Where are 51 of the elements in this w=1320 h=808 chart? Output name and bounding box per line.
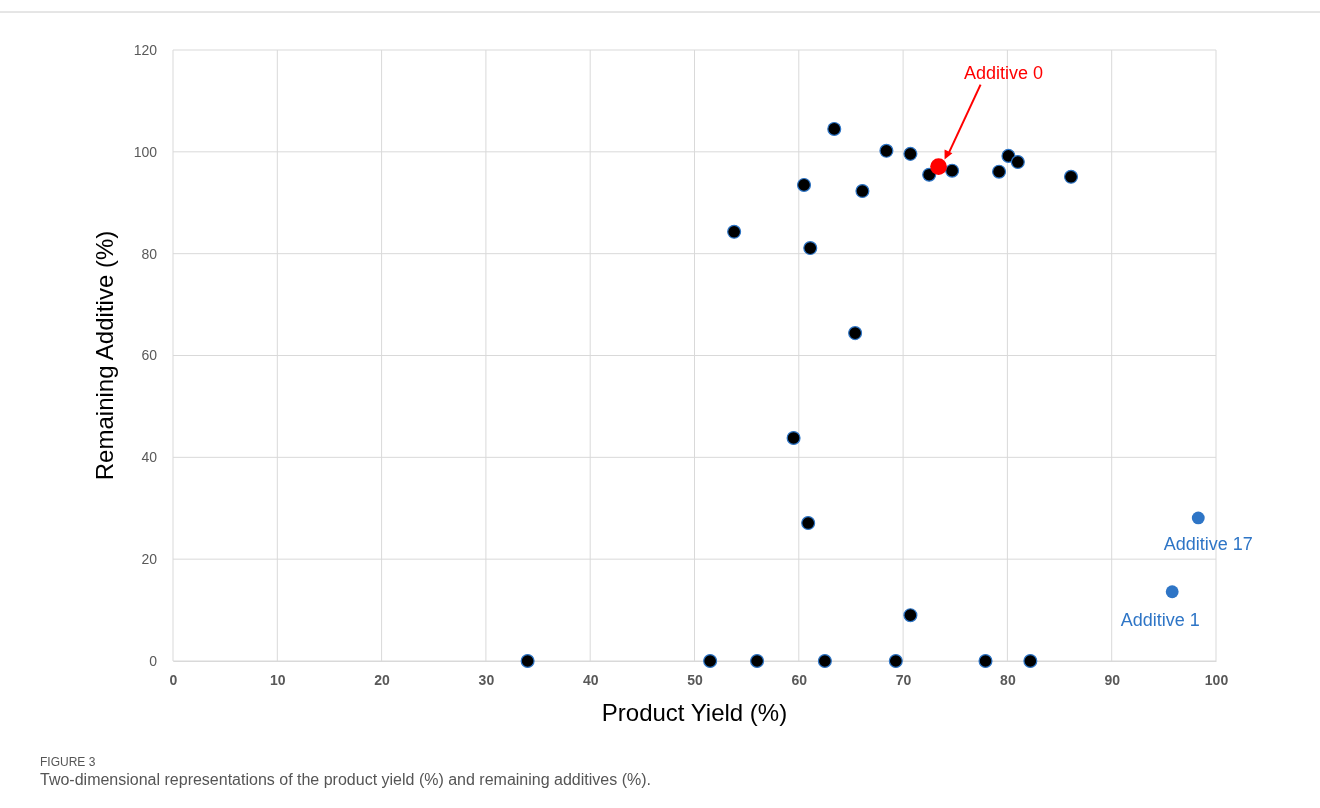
annotation: Additive 1 <box>1120 609 1200 630</box>
x-tick-label: 50 <box>687 671 703 688</box>
x-tick-label: 70 <box>895 671 912 688</box>
point <box>801 516 816 531</box>
y-tick-label: 80 <box>141 245 158 262</box>
x-axis-title: Product Yield (%) <box>601 699 788 726</box>
text: Two-dimensional representations of the product yield (%) and remaining additives (%). <box>40 771 651 788</box>
y-axis-title: Remaining Additive (%) <box>91 230 118 481</box>
point <box>1001 148 1016 163</box>
point <box>786 430 801 446</box>
point <box>817 653 832 669</box>
x-tick-label: 100 <box>1204 671 1229 688</box>
point <box>903 146 918 161</box>
point <box>930 158 947 175</box>
x-tick-label: 10 <box>270 671 286 688</box>
y-tick-label: 100 <box>133 143 158 160</box>
point <box>848 326 863 341</box>
point <box>727 224 742 239</box>
point <box>1023 653 1038 669</box>
y-tick-label: 0 <box>149 652 158 669</box>
point <box>703 653 718 669</box>
x-tick-label: 40 <box>582 671 599 688</box>
y-tick-label: 40 <box>141 449 158 466</box>
point <box>855 184 870 199</box>
x-tick-label: 90 <box>1104 671 1121 688</box>
point <box>992 164 1007 179</box>
x-tick-label: 30 <box>478 671 495 688</box>
point <box>888 653 903 669</box>
point <box>803 241 818 256</box>
caption: FIGURE 3 <box>40 755 96 769</box>
point <box>520 653 535 669</box>
annotation: Additive 17 <box>1163 533 1253 554</box>
x-tick-label: 0 <box>169 671 178 688</box>
point <box>750 653 765 669</box>
point <box>903 608 918 623</box>
x-tick-label: 80 <box>1000 671 1016 688</box>
point <box>1165 585 1179 599</box>
point <box>1063 169 1079 184</box>
point <box>1191 511 1205 525</box>
point <box>945 163 960 178</box>
y-tick-label: 20 <box>141 551 158 568</box>
point <box>827 121 842 136</box>
x-tick-label: 20 <box>374 671 391 688</box>
x-tick-label: 60 <box>791 671 808 688</box>
point <box>879 143 894 158</box>
point <box>1010 155 1025 170</box>
point <box>978 653 993 669</box>
point <box>796 177 812 192</box>
y-tick-label: 60 <box>141 347 158 364</box>
annotation: Additive 0 <box>964 62 1044 83</box>
y-tick-label: 120 <box>133 41 158 58</box>
